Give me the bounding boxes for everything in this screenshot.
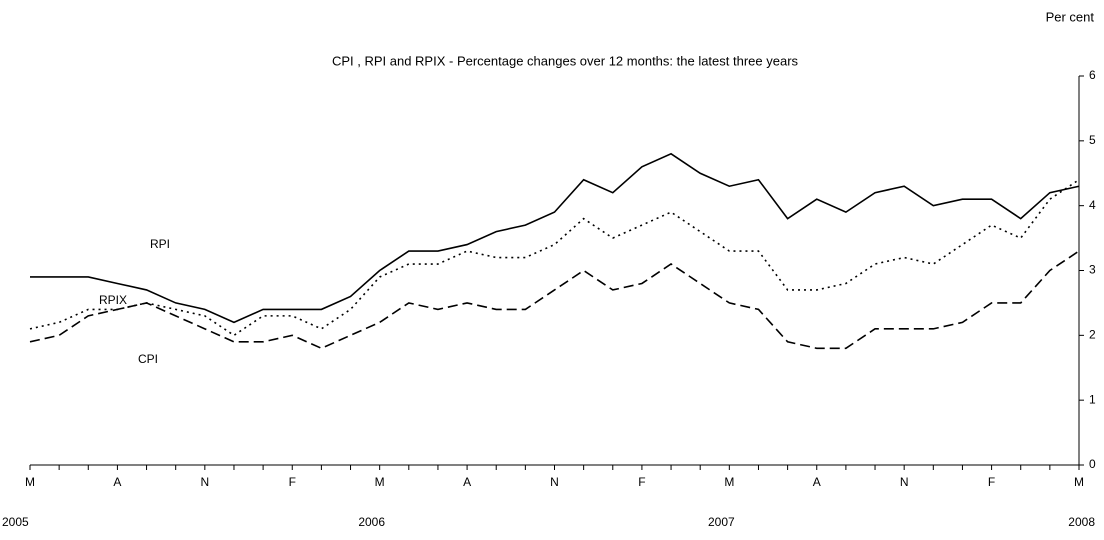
x-tick-label: A [813, 475, 821, 489]
series-line [30, 152, 1080, 324]
y-axis-label: Per cent [1046, 9, 1095, 24]
series-label: CPI [138, 352, 158, 366]
series-line [29, 250, 1080, 350]
y-tick-label: 2 [1089, 328, 1096, 342]
x-tick-label: N [900, 475, 909, 489]
y-tick-label: 5 [1089, 133, 1096, 147]
series-label: RPI [150, 237, 170, 251]
series-label: RPIX [99, 293, 127, 307]
y-tick-label: 4 [1089, 198, 1096, 212]
x-tick-label: F [289, 475, 296, 489]
year-label: 2007 [708, 515, 735, 529]
x-tick-label: M [724, 475, 734, 489]
y-tick-label: 0 [1089, 457, 1096, 471]
x-tick-label: A [463, 475, 471, 489]
year-label: 2005 [2, 515, 29, 529]
series-line [29, 179, 1080, 337]
x-tick-label: M [375, 475, 385, 489]
y-tick-label: 1 [1089, 392, 1096, 406]
x-tick-label: N [200, 475, 209, 489]
x-tick-label: M [25, 475, 35, 489]
x-tick-label: F [988, 475, 995, 489]
x-tick-label: N [550, 475, 559, 489]
x-tick-label: F [638, 475, 645, 489]
y-tick-label: 6 [1089, 68, 1096, 82]
year-label: 2006 [358, 515, 385, 529]
year-label: 2008 [1068, 515, 1095, 529]
x-tick-label: M [1074, 475, 1084, 489]
chart-title: CPI , RPI and RPIX - Percentage changes … [332, 53, 799, 68]
x-tick-label: A [113, 475, 121, 489]
y-tick-label: 3 [1089, 263, 1096, 277]
